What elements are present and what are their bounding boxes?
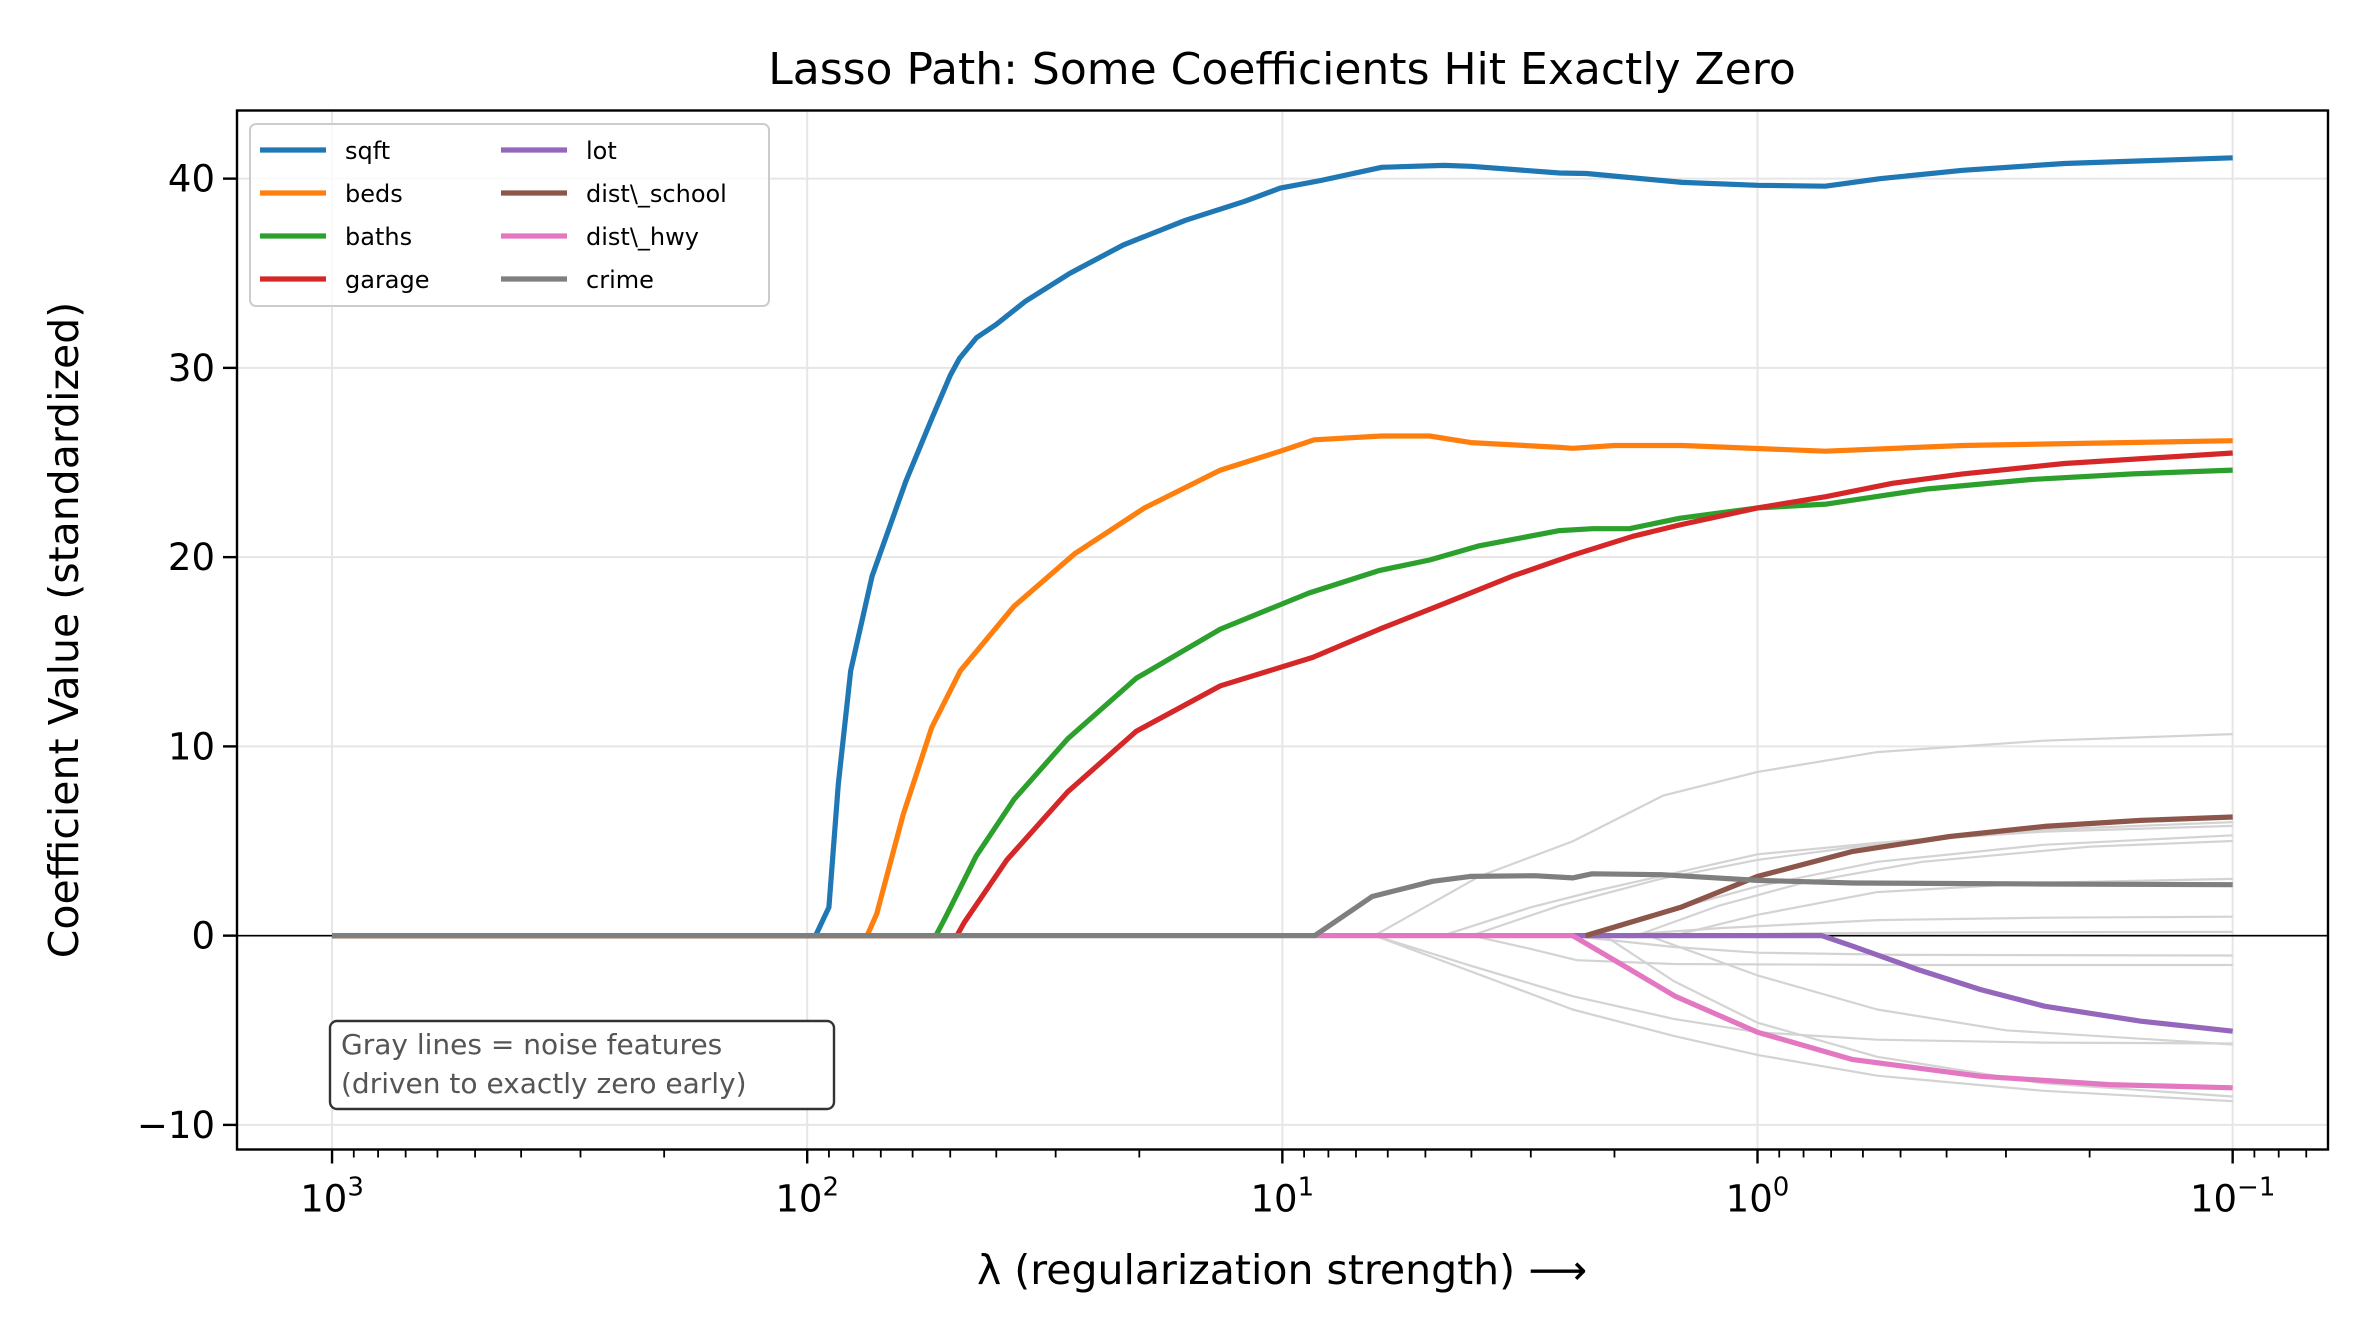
x-axis-label: λ (regularization strength) ⟶ [977,1246,1587,1294]
legend-label: sqft [345,137,390,165]
annotation-box: Gray lines = noise features (driven to e… [328,1019,836,1111]
y-tick-label: 40 [168,158,215,201]
noise-line [332,934,2233,1045]
legend: sqft beds baths garage lot dist\_school dist\_… [249,123,770,307]
noise-line [332,934,2233,1103]
x-tick-label: 103 [300,1173,364,1221]
series-line-sqft [332,155,2233,939]
chart-title: Lasso Path: Some Coefficients Hit Exactl… [768,44,1796,95]
legend-item-garage: garage [260,266,430,294]
y-tick-label: −10 [137,1104,215,1147]
y-axis-ticks: −10 0 10 20 30 40 [137,158,237,1147]
series-line-dist-hwy [1314,933,2233,1091]
noise-line [332,733,2233,937]
legend-label: dist\_hwy [586,223,699,251]
y-tick-label: 20 [168,536,215,579]
annotation-frame [328,1019,836,1111]
series-line-dist-school [1584,814,2233,939]
series-line-garage [332,450,2233,939]
legend-item-dist-school: dist\_school [501,180,727,208]
legend-label: crime [586,266,654,294]
x-tick-label: 102 [775,1173,839,1221]
legend-item-beds: beds [260,180,403,208]
annotation-line-2: (driven to exactly zero early) [341,1067,747,1100]
annotation-line-1: Gray lines = noise features [341,1028,722,1061]
legend-label: dist\_school [586,180,727,208]
legend-item-baths: baths [260,223,412,251]
legend-label: beds [345,180,403,208]
legend-frame [249,123,770,307]
y-tick-label: 10 [168,725,215,768]
legend-label: lot [586,137,617,165]
legend-item-sqft: sqft [260,137,390,165]
legend-item-lot: lot [501,137,617,165]
y-axis-label: Coefficient Value (standardized) [40,302,88,958]
series-line-crime [332,871,2233,939]
y-tick-label: 0 [191,915,215,958]
series-line-baths [332,467,2233,939]
legend-item-dist-hwy: dist\_hwy [501,223,699,251]
series-line-lot [1572,933,2233,1034]
y-tick-label: 30 [168,347,215,390]
legend-item-crime: crime [501,266,654,294]
legend-label: garage [345,266,430,294]
noise-line [332,824,2233,937]
x-tick-label: 10−1 [2190,1173,2275,1221]
x-tick-label: 100 [1726,1173,1790,1221]
x-axis-ticks: 103 102 101 100 10−1 [300,1149,2308,1221]
x-tick-label: 101 [1251,1173,1315,1221]
series-line-beds [332,433,2233,939]
legend-label: baths [345,223,412,251]
series-lines [332,155,2233,1091]
